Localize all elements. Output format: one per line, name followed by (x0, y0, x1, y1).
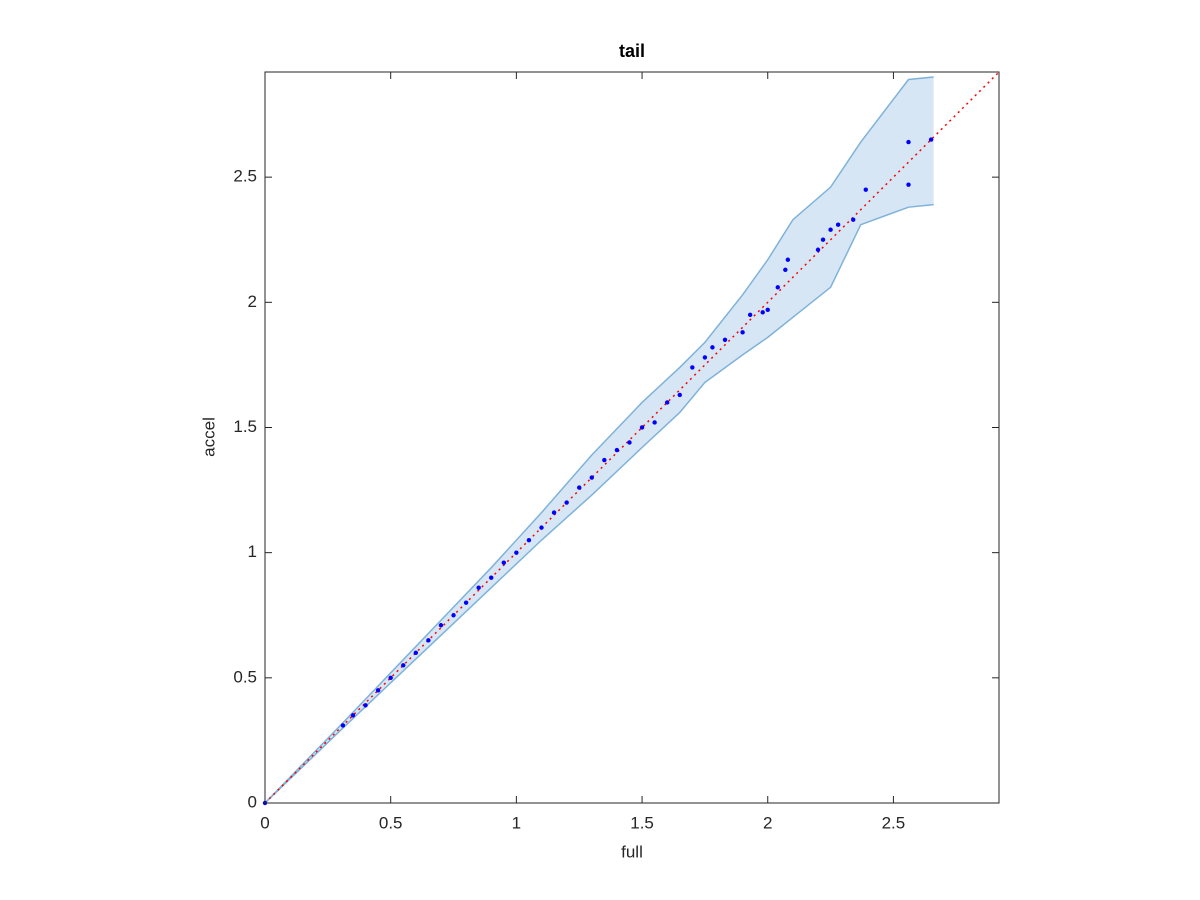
data-point (614, 447, 620, 453)
data-point (835, 222, 841, 227)
data-point (564, 500, 569, 505)
data-point (863, 187, 868, 192)
confidence-band (265, 77, 934, 804)
data-point (690, 365, 695, 370)
x-tick-label: 2.5 (882, 813, 906, 832)
y-tick-label: 1 (248, 542, 257, 561)
data-point (413, 650, 419, 655)
data-point (451, 613, 456, 618)
data-point (375, 688, 381, 693)
data-point (928, 137, 934, 142)
band-upper-edge (264, 76, 934, 804)
data-point (783, 267, 788, 272)
data-point (350, 713, 356, 718)
data-point (489, 575, 494, 580)
reference-line (264, 71, 1000, 804)
data-point (539, 525, 544, 530)
data-point (602, 457, 607, 463)
data-point (775, 285, 780, 290)
x-tick-label: 1 (512, 813, 521, 832)
data-point (828, 227, 833, 232)
data-point (710, 345, 715, 350)
data-point (722, 337, 728, 343)
data-point (740, 330, 745, 335)
data-point (501, 560, 507, 565)
data-point (388, 675, 393, 681)
data-point (514, 550, 519, 555)
data-point (463, 600, 469, 605)
data-point (652, 420, 657, 425)
y-tick-label: 1.5 (233, 417, 257, 436)
data-point (589, 475, 594, 480)
data-point (702, 355, 708, 360)
data-point (785, 257, 791, 262)
data-point (664, 400, 670, 405)
x-tick-label: 0 (260, 813, 269, 832)
data-point (906, 182, 911, 187)
y-axis-label: accel (199, 417, 218, 457)
data-point (747, 312, 753, 318)
data-point (340, 723, 346, 728)
data-point (526, 537, 532, 543)
data-point (627, 440, 632, 445)
data-point (906, 139, 911, 145)
data-point (551, 510, 557, 515)
data-point (820, 237, 826, 242)
data-point (851, 217, 856, 222)
x-tick-label: 1.5 (630, 813, 654, 832)
data-point (760, 310, 765, 315)
x-tick-label: 0.5 (379, 813, 403, 832)
x-axis-label: full (621, 842, 643, 861)
data-point (363, 703, 368, 708)
y-tick-label: 0 (248, 792, 257, 811)
y-tick-label: 2.5 (233, 167, 257, 186)
band-lower-edge (264, 203, 934, 804)
y-tick-label: 2 (248, 292, 257, 311)
data-point (577, 485, 582, 490)
y-tick-label: 0.5 (233, 667, 257, 686)
data-point (438, 623, 444, 628)
data-point (677, 392, 682, 398)
data-point (401, 663, 406, 668)
data-point (426, 638, 431, 643)
axes-box (264, 71, 1000, 804)
data-point (765, 307, 770, 313)
data-point (639, 425, 645, 430)
x-tick-label: 2 (763, 813, 772, 832)
data-point (815, 247, 821, 252)
chart-title: tail (619, 41, 645, 61)
data-point (476, 585, 481, 590)
